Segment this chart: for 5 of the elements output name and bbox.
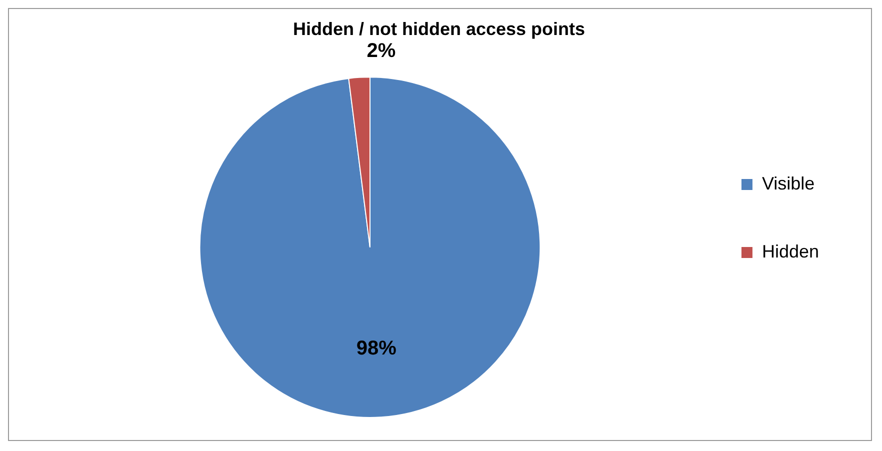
chart-title: Hidden / not hidden access points (292, 18, 586, 39)
legend-label: Visible (762, 173, 815, 194)
data-label: 2% (366, 40, 396, 62)
data-label: 98% (356, 338, 397, 360)
legend-label: Hidden (762, 241, 820, 262)
